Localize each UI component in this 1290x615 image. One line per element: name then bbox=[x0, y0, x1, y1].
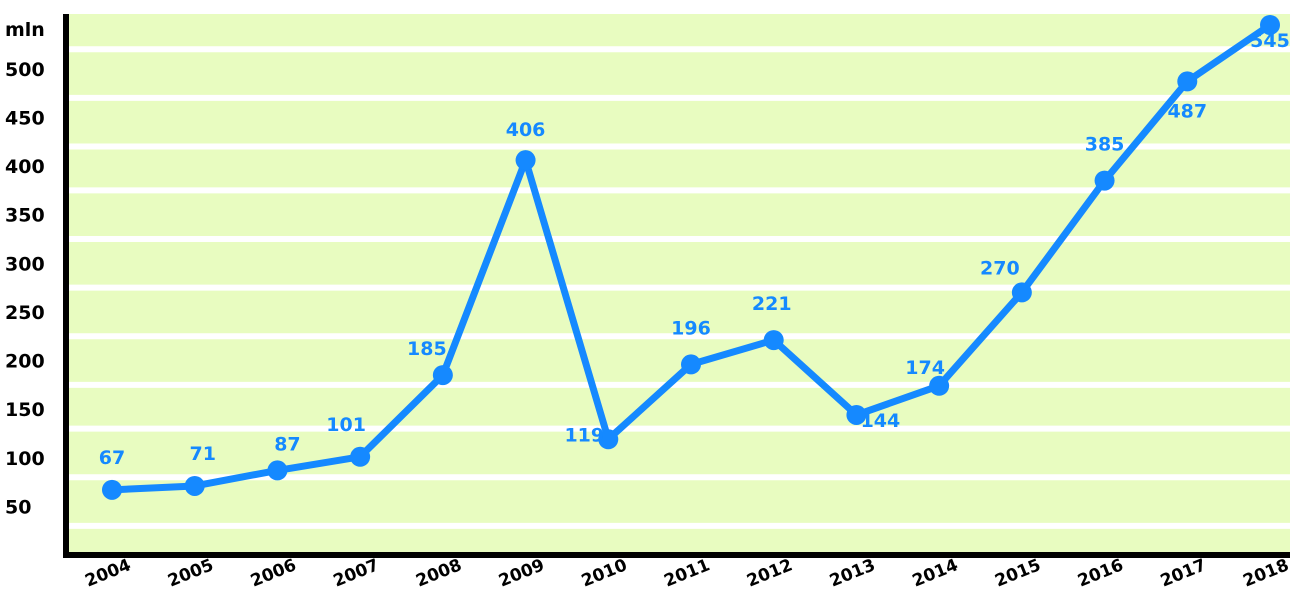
data-points bbox=[102, 14, 1280, 500]
x-tick-label: 2016 bbox=[1075, 555, 1126, 591]
data-point bbox=[184, 475, 205, 496]
data-label: 406 bbox=[506, 119, 546, 141]
data-point bbox=[846, 404, 867, 425]
y-tick-label: 350 bbox=[5, 205, 45, 227]
data-point bbox=[1011, 282, 1032, 303]
x-tick-label: 2018 bbox=[1240, 555, 1290, 591]
x-tick-label: 2006 bbox=[248, 555, 299, 591]
data-label: 119 bbox=[564, 424, 604, 446]
y-tick-label: 400 bbox=[5, 156, 45, 178]
y-axis-ticks: 50 100 150 200 250 300 350 400 450 500 bbox=[5, 59, 45, 519]
data-point bbox=[763, 330, 784, 351]
data-point bbox=[1260, 14, 1280, 35]
y-axis-label: mln bbox=[5, 19, 45, 41]
data-label: 144 bbox=[861, 410, 901, 432]
data-point bbox=[1094, 170, 1115, 191]
x-tick-label: 2005 bbox=[165, 555, 216, 591]
data-labels: 67 71 87 101 185 406 119 196 221 144 174 270 385 487 5… bbox=[99, 30, 1290, 469]
x-axis-ticks: 2004 2005 2006 2007 2008 2009 2010 2011 2012 2013… bbox=[82, 555, 1290, 591]
data-point bbox=[432, 365, 453, 386]
data-label: 174 bbox=[905, 357, 945, 379]
x-tick-label: 2008 bbox=[413, 555, 464, 591]
data-point bbox=[515, 150, 536, 171]
y-tick-label: 100 bbox=[5, 448, 45, 470]
data-label: 101 bbox=[326, 414, 366, 436]
x-tick-label: 2013 bbox=[827, 555, 878, 591]
gridlines bbox=[66, 46, 1290, 529]
data-label: 71 bbox=[189, 443, 215, 465]
data-label: 270 bbox=[980, 257, 1020, 279]
data-point bbox=[1177, 71, 1198, 92]
data-point bbox=[929, 375, 950, 396]
x-tick-label: 2014 bbox=[910, 555, 962, 591]
data-point bbox=[681, 354, 701, 375]
data-point bbox=[267, 460, 288, 481]
x-tick-label: 2011 bbox=[661, 555, 712, 591]
data-label: 221 bbox=[752, 293, 792, 315]
data-point bbox=[350, 446, 371, 467]
x-tick-label: 2015 bbox=[992, 555, 1043, 591]
y-tick-label: 200 bbox=[5, 351, 45, 373]
data-label: 487 bbox=[1167, 100, 1207, 122]
x-tick-label: 2012 bbox=[744, 555, 795, 591]
x-tick-label: 2007 bbox=[331, 555, 382, 591]
x-tick-label: 2004 bbox=[82, 555, 134, 591]
data-point bbox=[598, 429, 619, 450]
data-label: 185 bbox=[407, 338, 447, 360]
y-tick-label: 450 bbox=[5, 107, 45, 129]
data-label: 87 bbox=[274, 433, 300, 455]
y-tick-label: 300 bbox=[5, 253, 45, 275]
x-tick-label: 2017 bbox=[1158, 555, 1209, 591]
y-tick-label: 500 bbox=[5, 59, 45, 81]
data-point bbox=[102, 479, 122, 500]
data-label: 67 bbox=[99, 447, 125, 469]
x-tick-label: 2010 bbox=[579, 555, 631, 591]
y-tick-label: 150 bbox=[5, 399, 45, 421]
data-label: 385 bbox=[1085, 134, 1125, 156]
y-tick-label: 250 bbox=[5, 302, 45, 324]
data-label: 196 bbox=[671, 317, 711, 339]
y-tick-label: 50 bbox=[5, 496, 31, 518]
axes bbox=[63, 14, 1290, 558]
data-label: 545 bbox=[1250, 30, 1290, 52]
x-tick-label: 2009 bbox=[496, 555, 547, 591]
